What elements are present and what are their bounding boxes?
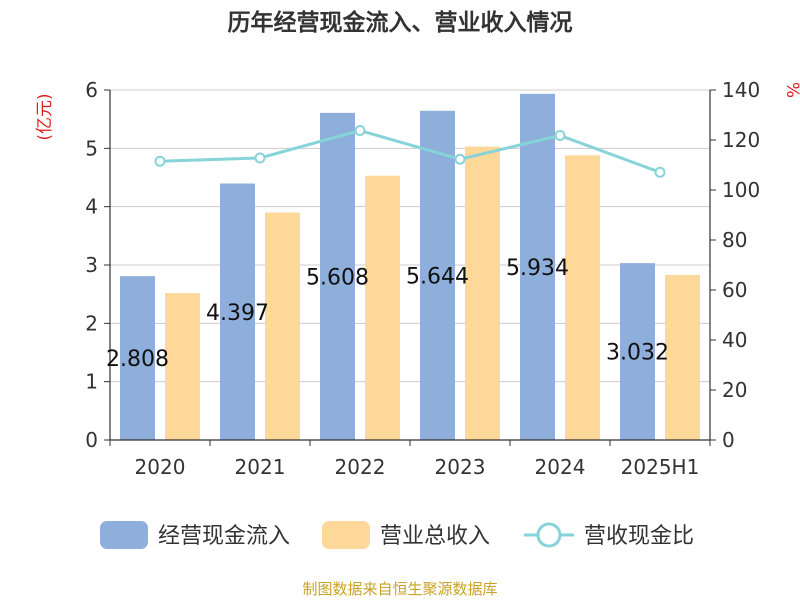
chart-title: 历年经营现金流入、营业收入情况 <box>228 9 573 36</box>
y-right-unit: % <box>782 82 800 98</box>
y-tick-label-left: 6 <box>85 78 98 102</box>
y-tick-label-left: 3 <box>85 253 98 277</box>
bars-layer <box>120 93 700 441</box>
data-label: 5.608 <box>306 265 369 290</box>
line-point <box>554 130 566 141</box>
line-cash-ratio <box>159 128 661 174</box>
data-label: 4.397 <box>206 301 269 326</box>
bar-cash-inflow <box>220 183 255 440</box>
y-tick-label-right: 20 <box>722 378 747 402</box>
y-tick-label-right: 80 <box>722 228 747 252</box>
line-point <box>354 125 366 136</box>
y-tick-label-left: 5 <box>85 136 98 160</box>
bar-revenue <box>365 175 400 440</box>
y-tick-label-left: 0 <box>85 428 98 452</box>
bar-revenue <box>565 155 600 441</box>
source-note: 制图数据来自恒生聚源数据库 <box>302 580 497 598</box>
line-point <box>254 152 266 164</box>
x-tick-label: 2022 <box>335 455 386 479</box>
y-tick-label-left: 4 <box>85 195 98 219</box>
y-tick-label-right: 60 <box>722 278 747 302</box>
y-tick-label-right: 120 <box>722 128 760 152</box>
bar-revenue <box>265 212 300 440</box>
bar-cash-inflow <box>120 276 155 440</box>
line-point <box>454 153 466 165</box>
y-tick-label-right: 0 <box>722 428 735 452</box>
line-layer <box>154 125 666 178</box>
bar-cash-inflow <box>320 112 355 440</box>
legend-swatch <box>322 521 370 549</box>
x-tick-label: 2021 <box>235 455 286 479</box>
data-labels-layer: 2.808 4.397 5.608 5.644 5.934 3.032 <box>106 256 669 372</box>
y-tick-label-right: 140 <box>722 78 760 102</box>
y-tick-label-right: 40 <box>722 328 747 352</box>
bar-cash-inflow <box>520 93 555 440</box>
bar-cash-inflow <box>420 110 455 441</box>
legend-label: 营收现金比 <box>584 524 694 549</box>
data-label: 3.032 <box>606 341 669 366</box>
data-label: 5.644 <box>406 264 469 289</box>
line-point <box>154 155 166 167</box>
x-tick-label: 2023 <box>435 455 486 479</box>
data-label: 5.934 <box>506 256 569 281</box>
grid-lines <box>110 89 710 383</box>
y-tick-label-left: 1 <box>85 370 98 394</box>
bar-revenue <box>165 293 200 440</box>
x-tick-label: 2024 <box>535 455 586 479</box>
line-point <box>654 166 666 178</box>
legend-label: 经营现金流入 <box>158 524 290 549</box>
bar-revenue <box>465 146 500 441</box>
legend-label: 营业总收入 <box>380 524 490 549</box>
bar-revenue <box>665 274 700 440</box>
y-tick-label-left: 2 <box>85 311 98 335</box>
y-tick-label-right: 100 <box>722 178 760 202</box>
x-tick-label: 2020 <box>135 455 186 479</box>
bar-cash-inflow <box>620 263 655 440</box>
data-label: 2.808 <box>106 347 169 372</box>
y-left-unit: (亿元) <box>35 93 55 140</box>
x-tick-label: 2025H1 <box>621 455 700 479</box>
legend-swatch <box>100 521 148 549</box>
legend-marker <box>536 522 562 548</box>
legend: 经营现金流入 营业总收入 营收现金比 <box>100 521 694 549</box>
